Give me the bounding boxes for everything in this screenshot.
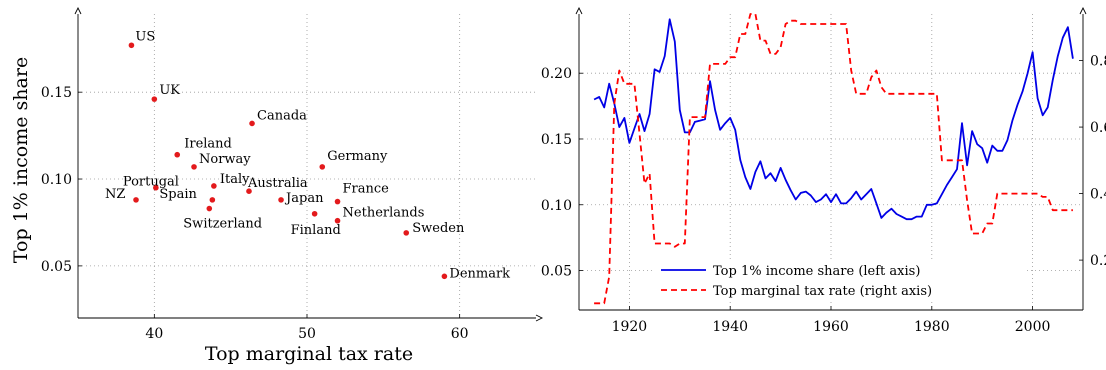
point-canada bbox=[249, 120, 255, 127]
point-label-uk: UK bbox=[159, 83, 180, 98]
scatter-axes bbox=[74, 6, 544, 322]
scatter-y-axis-label: Top 1% income share bbox=[10, 57, 32, 263]
point-japan bbox=[278, 197, 284, 203]
y-right-tick-label-0.2: 0.2 bbox=[1090, 253, 1106, 269]
scatter-chart: 40 50 60 0.05 0.10 0.15 US UK Canada IrelandNorw… bbox=[10, 6, 544, 365]
y-left-tick-label-0.20: 0.20 bbox=[541, 66, 572, 82]
line-axes bbox=[575, 6, 1087, 311]
point-sweden bbox=[403, 230, 410, 236]
point-label-denmark: Denmark bbox=[449, 266, 510, 281]
y-right-axis-arrow bbox=[1079, 6, 1087, 15]
series-income-share-line bbox=[593, 18, 1074, 221]
point-ireland bbox=[174, 151, 181, 158]
point-label-ireland: Ireland bbox=[184, 137, 232, 152]
point-label-nz: NZ bbox=[105, 187, 125, 202]
point-label-france: France bbox=[343, 182, 390, 197]
point-uk bbox=[151, 96, 158, 102]
point-denmark bbox=[441, 273, 448, 280]
x-axis-arrow bbox=[535, 314, 544, 322]
point-label-germany: Germany bbox=[327, 149, 388, 164]
y-right-tick-label-0.4: 0.4 bbox=[1090, 187, 1106, 203]
point-label-netherlands: Netherlands bbox=[343, 206, 425, 221]
point-australia bbox=[246, 188, 252, 194]
point-finland bbox=[311, 210, 318, 217]
point-label-canada: Canada bbox=[257, 108, 307, 123]
x-tick-label-60: 60 bbox=[451, 326, 469, 342]
y-left-tick-label-0.15: 0.15 bbox=[541, 132, 572, 148]
point-label-australia: Australia bbox=[247, 176, 308, 191]
y-left-axis-arrow bbox=[575, 6, 583, 15]
x-tick-label-50: 50 bbox=[298, 326, 316, 342]
point-label-spain: Spain bbox=[159, 187, 197, 202]
line-tick-labels: 1920 1940 1960 1980 2000 0.05 0.10 0.15 0.20 0.2 0… bbox=[541, 54, 1106, 335]
y-tick-label-0.05: 0.05 bbox=[41, 259, 72, 275]
scatter-gridlines bbox=[78, 14, 536, 318]
point-label-japan: Japan bbox=[284, 191, 324, 206]
y-axis-arrow bbox=[74, 6, 82, 15]
legend-box bbox=[654, 259, 1026, 301]
point-us bbox=[128, 42, 135, 49]
point-germany bbox=[319, 164, 326, 170]
y-left-tick-label-0.10: 0.10 bbox=[541, 198, 572, 214]
point-netherlands bbox=[334, 217, 341, 224]
scatter-tick-labels: 40 50 60 0.05 0.10 0.15 bbox=[41, 85, 469, 342]
series-tax-rate-line bbox=[594, 13, 1073, 305]
line-series bbox=[593, 13, 1074, 305]
point-italy bbox=[211, 183, 217, 189]
point-france bbox=[334, 198, 341, 205]
point-label-portugal: Portugal bbox=[123, 175, 179, 190]
line-chart: 1920 1940 1960 1980 2000 0.05 0.10 0.15 0.20 0.2 0… bbox=[541, 6, 1106, 335]
y-tick-label-0.10: 0.10 bbox=[41, 172, 72, 188]
x-tick-label-1980: 1980 bbox=[914, 319, 950, 335]
scatter-x-axis-label: Top marginal tax rate bbox=[205, 343, 413, 365]
legend-label-income-share: Top 1% income share (left axis) bbox=[713, 264, 920, 279]
point-portugal bbox=[153, 184, 159, 191]
point-label-italy: Italy bbox=[220, 172, 250, 187]
point-label-us: US bbox=[135, 29, 155, 44]
x-tick-label-40: 40 bbox=[145, 326, 163, 342]
point-label-finland: Finland bbox=[291, 223, 341, 238]
y-right-tick-label-0.6: 0.6 bbox=[1090, 120, 1106, 136]
y-left-tick-label-0.05: 0.05 bbox=[541, 264, 572, 280]
point-spain bbox=[209, 197, 216, 203]
point-switzerland bbox=[206, 205, 213, 212]
x-tick-label-2000: 2000 bbox=[1015, 319, 1051, 335]
point-label-norway: Norway bbox=[199, 152, 251, 167]
point-label-switzerland: Switzerland bbox=[183, 217, 262, 232]
x-tick-label-1960: 1960 bbox=[813, 319, 849, 335]
line-legend: Top 1% income share (left axis) Top marg… bbox=[654, 259, 1026, 301]
y-tick-label-0.15: 0.15 bbox=[41, 85, 72, 101]
point-label-sweden: Sweden bbox=[412, 221, 465, 236]
scatter-points bbox=[128, 42, 448, 280]
x-tick-label-1920: 1920 bbox=[612, 319, 648, 335]
legend-label-tax-rate: Top marginal tax rate (right axis) bbox=[713, 284, 932, 299]
x-tick-label-1940: 1940 bbox=[712, 319, 748, 335]
y-right-tick-label-0.8: 0.8 bbox=[1090, 54, 1106, 70]
point-norway bbox=[191, 164, 197, 170]
point-nz bbox=[133, 197, 139, 203]
